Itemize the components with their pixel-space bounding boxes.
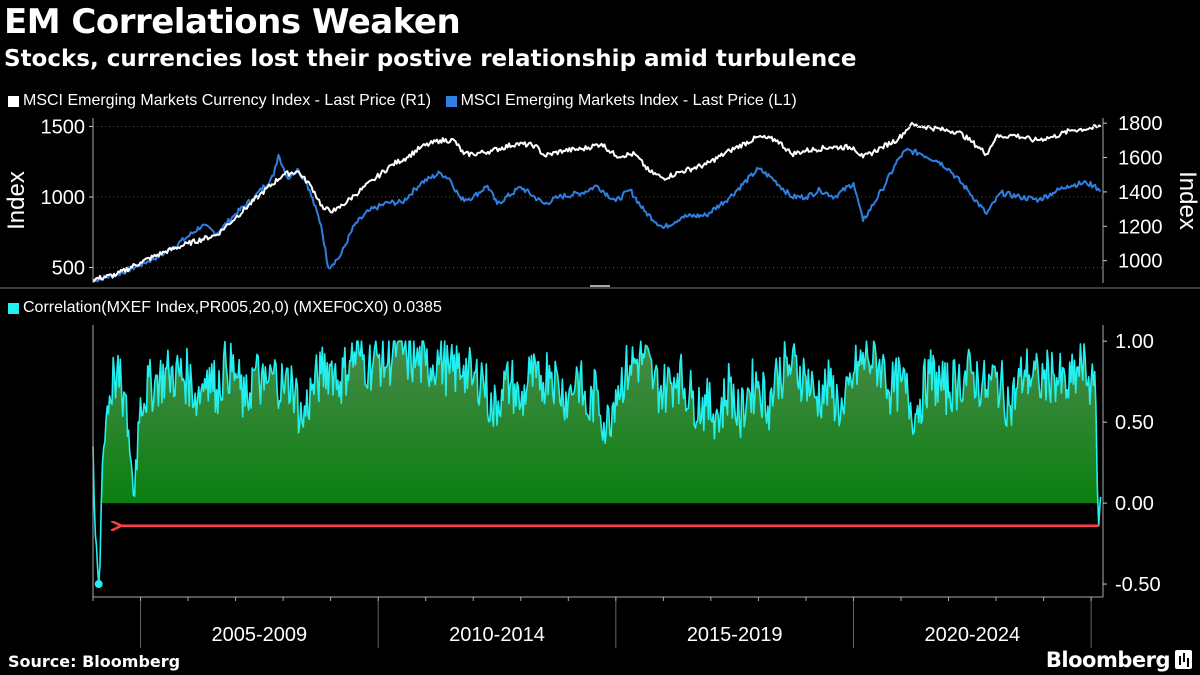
y-tick-label-right: 1200 [1118,216,1163,238]
y-axis-title-left: Index [3,171,30,230]
legend-label-currency-index: MSCI Emerging Markets Currency Index - L… [23,92,432,109]
legend-item-em-index: MSCI Emerging Markets Index - Last Price… [445,92,797,110]
correlation-panel [92,340,1102,589]
y-tick-label-right: 1800 [1118,113,1163,135]
y-tick-label-corr: 1.00 [1115,331,1154,353]
legend-item-currency-index: MSCI Emerging Markets Currency Index - L… [8,92,431,110]
legend-label-em-index: MSCI Emerging Markets Index - Last Price… [460,92,797,109]
top-legend: MSCI Emerging Markets Currency Index - L… [8,92,807,112]
y-tick-label-left: 1500 [41,116,86,138]
legend-label-correlation: Correlation(MXEF Index,PR005,20,0) (MXEF… [23,299,442,316]
correlation-area-fill [93,341,1101,504]
correlation-min-marker [94,580,103,589]
bloomberg-chart-icon [1175,650,1192,669]
y-tick-label-left: 500 [52,257,85,279]
brand-logo-text: Bloomberg [1045,648,1171,672]
x-tick-label: 2020-2024 [924,624,1020,646]
chart-title: EM Correlations Weaken [4,2,461,42]
legend-swatch-white [8,95,19,107]
series-line-currency-index [92,121,1102,283]
bottom-legend: Correlation(MXEF Index,PR005,20,0) (MXEF… [8,299,452,319]
x-tick-label: 2005-2009 [212,624,308,646]
price-panel [92,121,1102,283]
y-tick-label-right: 1600 [1118,148,1163,170]
source-note: Source: Bloomberg [8,652,181,671]
y-tick-label-right: 1000 [1118,251,1163,273]
y-axis-title-right: Index [1174,171,1200,230]
legend-swatch-blue [445,95,457,107]
correlation-line [92,340,1102,585]
y-tick-label-corr: -0.50 [1115,574,1161,596]
y-tick-label-left: 1000 [41,187,86,209]
y-tick-label-corr: 0.50 [1115,412,1154,434]
chart-subtitle: Stocks, currencies lost their postive re… [4,46,857,72]
x-tick-label: 2015-2019 [687,624,783,646]
legend-swatch-cyan [8,302,19,314]
y-tick-label-right: 1400 [1118,182,1163,204]
y-tick-label-corr: 0.00 [1115,493,1154,515]
axes-layer: 500 1000 1500 1000 1200 1400 1600 1800 Index Inde… [0,113,1200,648]
legend-item-correlation: Correlation(MXEF Index,PR005,20,0) (MXEF… [8,299,442,317]
series-line-em-index [92,147,1102,283]
x-tick-label: 2010-2014 [449,624,545,646]
